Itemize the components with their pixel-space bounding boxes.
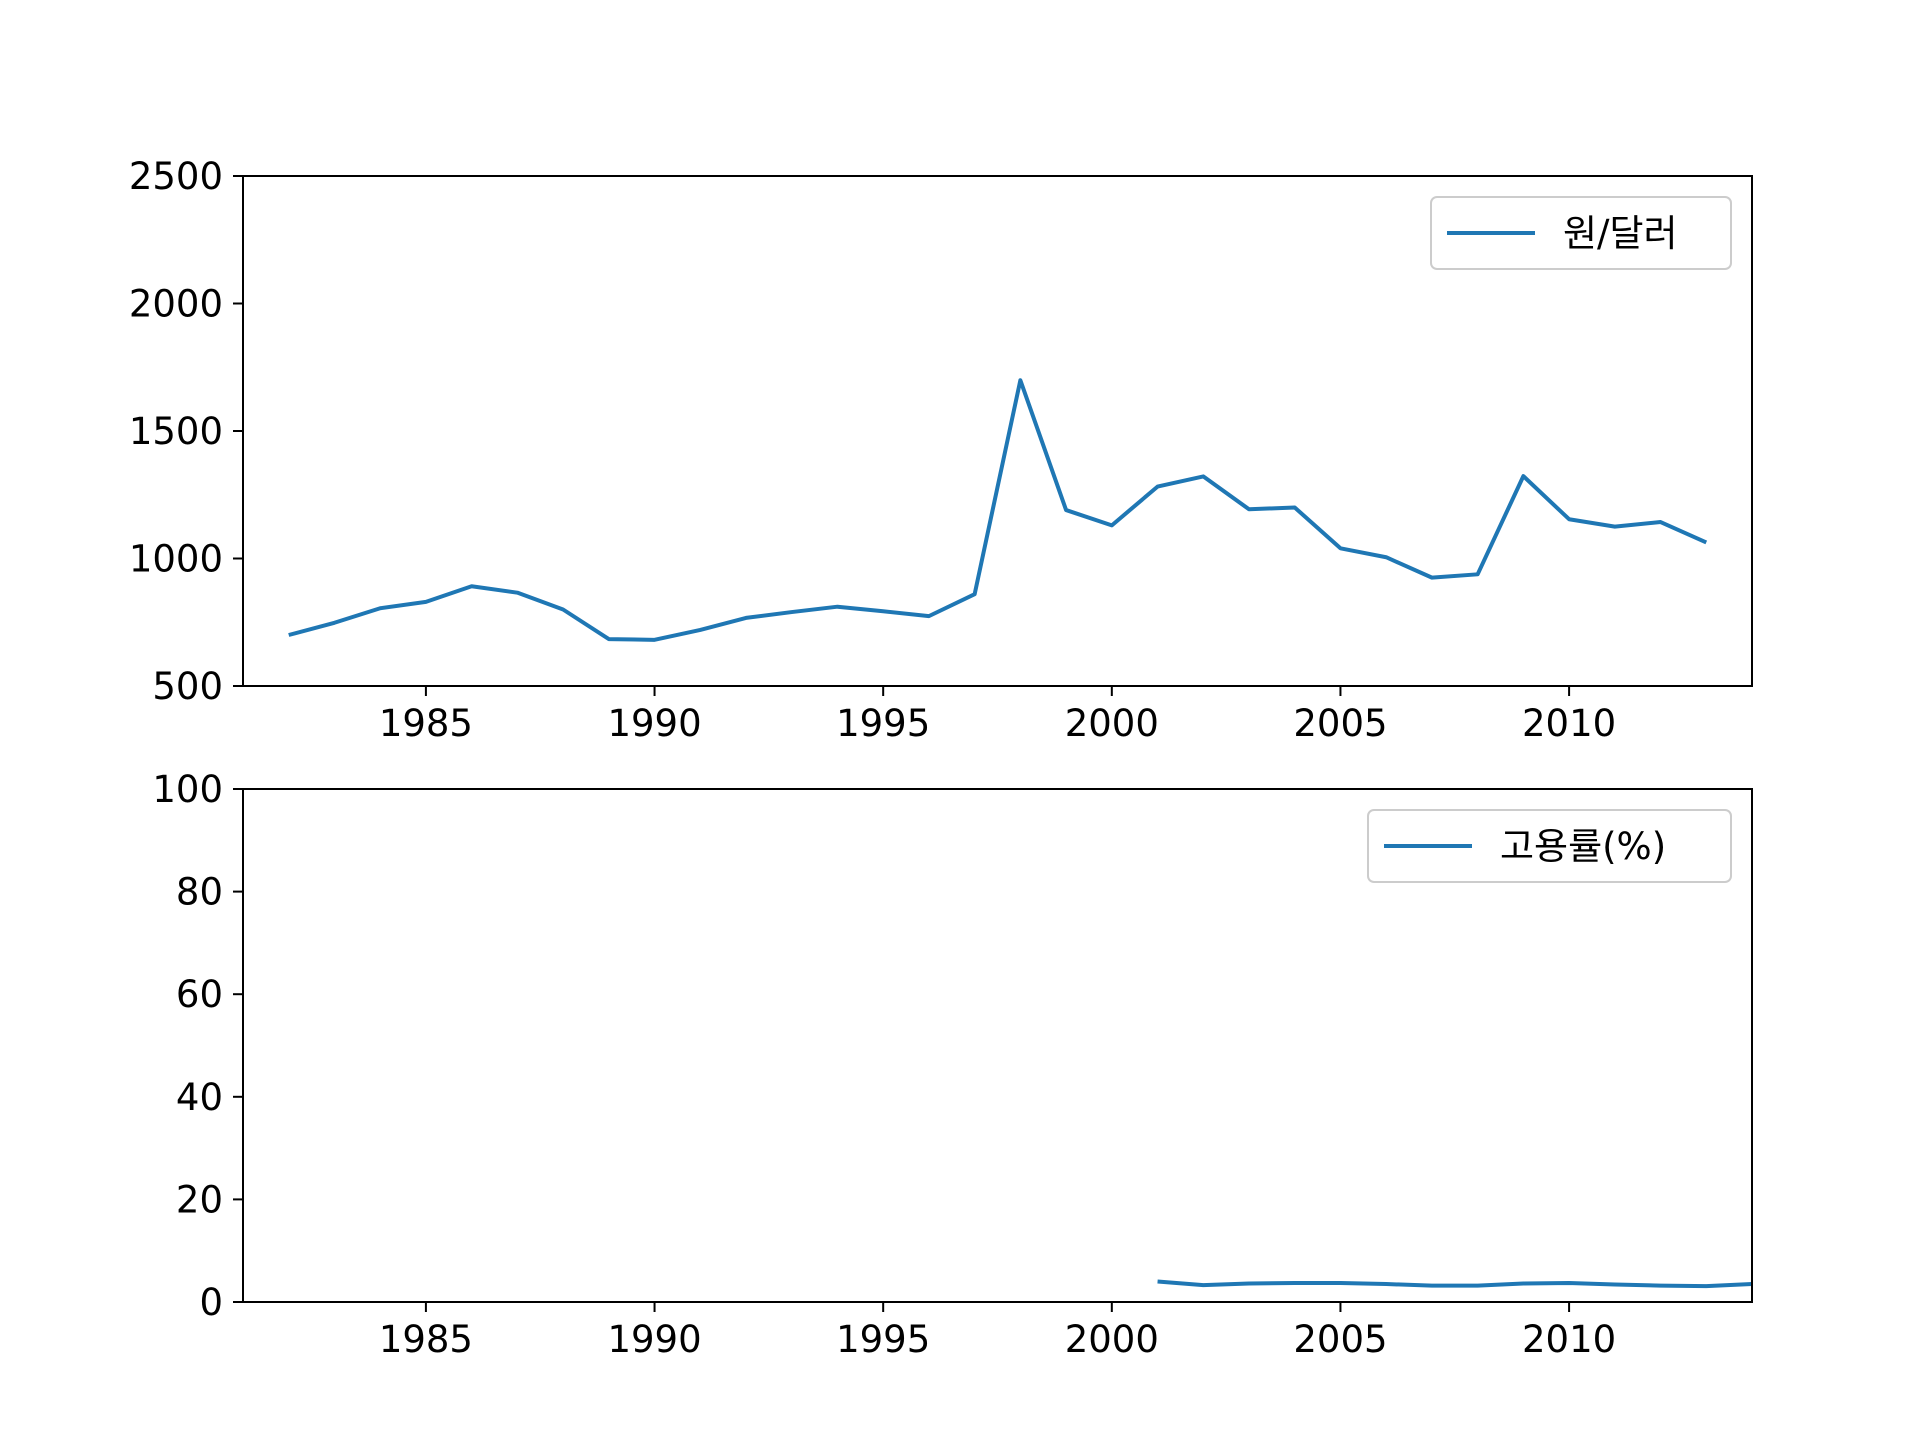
legend-label: 고용률(%)	[1500, 825, 1666, 868]
x-tick-label: 1985	[379, 702, 473, 745]
series-line-2-1	[1157, 1279, 1752, 1289]
x-tick-label: 1985	[379, 1318, 473, 1361]
legend: 원/달러	[1430, 196, 1732, 270]
x-tick-label: 1995	[836, 702, 930, 745]
y-tick-label: 1000	[129, 538, 223, 581]
y-tick-label: 0	[199, 1281, 223, 1324]
x-tick-label: 1990	[607, 702, 701, 745]
y-tick-label: 100	[152, 768, 223, 811]
x-tick-label: 2010	[1522, 1318, 1616, 1361]
y-tick-label: 2500	[129, 155, 223, 198]
chart-panel-1: 1985 1990 1995 2000 2005 2010 500 1000 1500 2000 2…	[129, 155, 1753, 745]
legend: 고용률(%)	[1367, 809, 1732, 883]
x-tick-label: 1995	[836, 1318, 930, 1361]
legend-label: 원/달러	[1563, 212, 1678, 255]
y-tick-label: 80	[176, 871, 223, 914]
x-tick-label: 2005	[1293, 702, 1387, 745]
y-tick-label: 2000	[129, 283, 223, 326]
x-tick-label: 2000	[1065, 1318, 1159, 1361]
y-tick-label: 500	[152, 665, 223, 708]
chart-panel-2: 1985 1990 1995 2000 2005 2010 0 20 40 60 80 100 고용률(…	[152, 768, 1753, 1361]
axes-frame	[242, 788, 1753, 1303]
x-tick-label: 1990	[607, 1318, 701, 1361]
legend-box	[1367, 809, 1732, 883]
y-tick-label: 20	[176, 1178, 223, 1221]
y-tick-label: 60	[176, 973, 223, 1016]
x-tick-label: 2010	[1522, 702, 1616, 745]
x-tick-label: 2000	[1065, 702, 1159, 745]
y-tick-label: 40	[176, 1076, 223, 1119]
chart-panels: 1985 1990 1995 2000 2005 20105001000150020002…	[129, 155, 1753, 1361]
series-line-1-1	[288, 378, 1708, 642]
legend-box	[1430, 196, 1732, 270]
x-tick-label: 2005	[1293, 1318, 1387, 1361]
y-tick-label: 1500	[129, 410, 223, 453]
